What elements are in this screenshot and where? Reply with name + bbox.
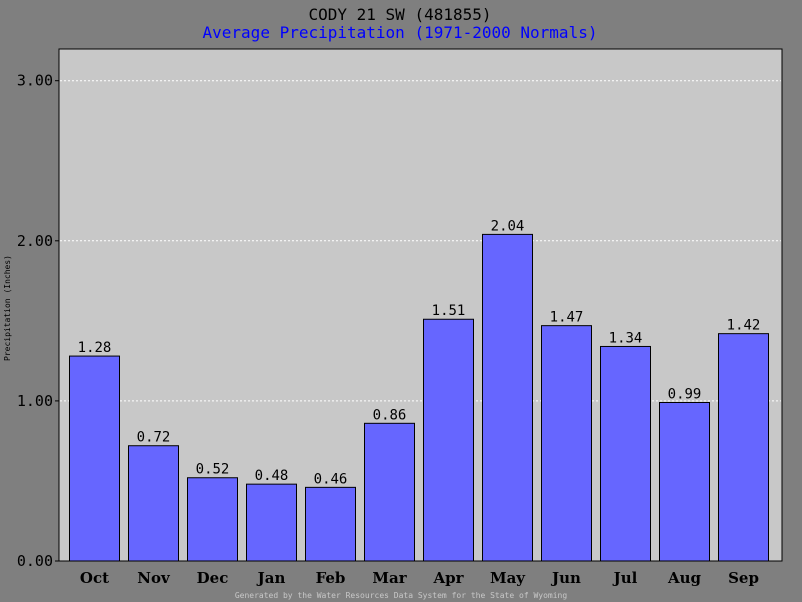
chart-subtitle: Average Precipitation (1971-2000 Normals… [203,23,598,42]
bar-jul [600,345,651,562]
data-labels: 1.28 0.72 0.52 0.48 0.46 0.86 1.51 2.04 1.47 1.34… [78,218,761,487]
bar-sep [718,333,769,562]
grid-lines [60,80,781,402]
data-label-dec: 0.52 [196,462,230,478]
y-axis-label: Precipitation (Inches) [3,255,12,361]
bar-oct [69,355,120,562]
x-tick-label: May [490,569,526,587]
x-tick-label: Nov [137,569,171,587]
bar-jan [246,483,297,562]
bar-feb [305,486,356,562]
data-label-apr: 1.51 [432,303,466,319]
x-tick-label: Dec [197,569,229,587]
x-tick-label: Oct [80,569,109,587]
data-label-jan: 0.48 [255,468,289,484]
y-tick-label: 0.00 [17,552,53,570]
data-label-oct: 1.28 [78,340,112,356]
bar-may [482,233,533,562]
x-tick-label: Aug [667,569,702,587]
bar-mar [364,422,415,562]
y-tick-label: 1.00 [17,392,53,410]
data-label-aug: 0.99 [668,387,702,403]
x-tick-label: Feb [316,569,346,587]
x-tick-label: Jun [550,569,581,587]
y-axis: 0.00 1.00 2.00 3.00 [17,72,59,570]
bar-nov [128,445,179,562]
data-label-jun: 1.47 [550,310,584,326]
data-label-feb: 0.46 [314,471,348,487]
bar-apr [423,318,474,562]
bar-dec [187,477,238,562]
x-axis: Oct Nov Dec Jan Feb Mar Apr May Jun Jul Aug Sep [80,569,759,587]
data-label-may: 2.04 [491,218,525,234]
y-tick-label: 2.00 [17,232,53,250]
bars [69,233,769,562]
bar-aug [659,402,710,562]
x-tick-label: Jul [612,569,638,587]
x-tick-label: Jan [256,569,286,587]
y-tick-label: 3.00 [17,72,53,90]
data-label-nov: 0.72 [137,430,171,446]
data-label-jul: 1.34 [609,330,643,346]
chart-title: CODY 21 SW (481855) [308,5,491,24]
data-label-sep: 1.42 [727,318,761,334]
bar-jun [541,325,592,562]
data-label-mar: 0.86 [373,407,407,423]
footer-credit: Generated by the Water Resources Data Sy… [235,591,568,600]
x-tick-label: Sep [728,569,759,587]
x-tick-label: Apr [432,569,464,587]
x-tick-label: Mar [372,569,407,587]
